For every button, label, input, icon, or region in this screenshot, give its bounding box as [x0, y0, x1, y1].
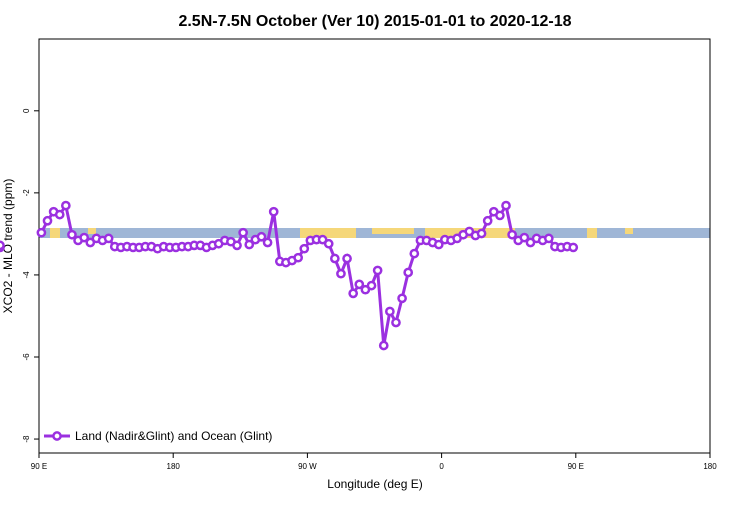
point [42, 215, 53, 226]
x-tick-label: 180 [167, 462, 181, 471]
x-axis-label: Longitude (deg E) [327, 477, 422, 491]
point [482, 215, 493, 226]
point [372, 265, 383, 276]
point [501, 200, 511, 211]
land-patch [88, 228, 96, 234]
point [543, 233, 554, 244]
x-tick-label: 90 W [298, 462, 317, 471]
y-tick-label: -6 [22, 353, 31, 361]
legend-marker [52, 431, 62, 441]
point [67, 229, 77, 240]
land-ocean-strip [39, 228, 710, 238]
point [262, 237, 273, 248]
point [366, 280, 377, 291]
land-patch [587, 228, 597, 238]
y-axis-label: XCO2 - MLO trend (ppm) [1, 179, 15, 314]
y-tick-label: -4 [22, 271, 31, 279]
point [238, 227, 248, 238]
x-tick-label: 180 [703, 462, 717, 471]
point [507, 229, 517, 240]
point [60, 200, 71, 211]
point [354, 279, 365, 290]
y-tick-label: -2 [22, 189, 31, 197]
point [409, 248, 420, 259]
x-tick-label: 90 E [568, 462, 584, 471]
point [103, 233, 114, 244]
point [397, 293, 407, 304]
point [403, 267, 414, 278]
point [323, 238, 334, 249]
point [299, 243, 310, 254]
chart-title: 2.5N-7.5N October (Ver 10) 2015-01-01 to… [178, 13, 571, 30]
land-patch [300, 228, 356, 238]
legend-label: Land (Nadir&Glint) and Ocean (Glint) [75, 429, 272, 443]
land-patch [372, 228, 414, 234]
point [329, 253, 340, 264]
y-tick-label: -8 [22, 435, 31, 443]
plot-frame [38, 38, 711, 454]
point [476, 228, 487, 239]
land-patch [50, 228, 60, 238]
point [232, 240, 242, 251]
x-tick-label: 0 [439, 462, 444, 471]
point [244, 239, 255, 250]
point [256, 231, 267, 242]
point [378, 340, 389, 351]
point [433, 239, 444, 250]
point [336, 268, 346, 279]
point [568, 242, 579, 253]
point [391, 317, 401, 328]
point [293, 252, 304, 263]
point [342, 253, 352, 264]
point [348, 288, 359, 299]
point [79, 232, 90, 243]
point [36, 227, 47, 238]
point [54, 209, 65, 220]
point [385, 306, 395, 317]
point [0, 240, 5, 251]
point [519, 232, 530, 243]
x-tick-label: 90 E [31, 462, 47, 471]
y-tick-label: 0 [22, 108, 31, 113]
point [495, 210, 505, 221]
land-patch [625, 228, 633, 234]
point [268, 206, 279, 217]
